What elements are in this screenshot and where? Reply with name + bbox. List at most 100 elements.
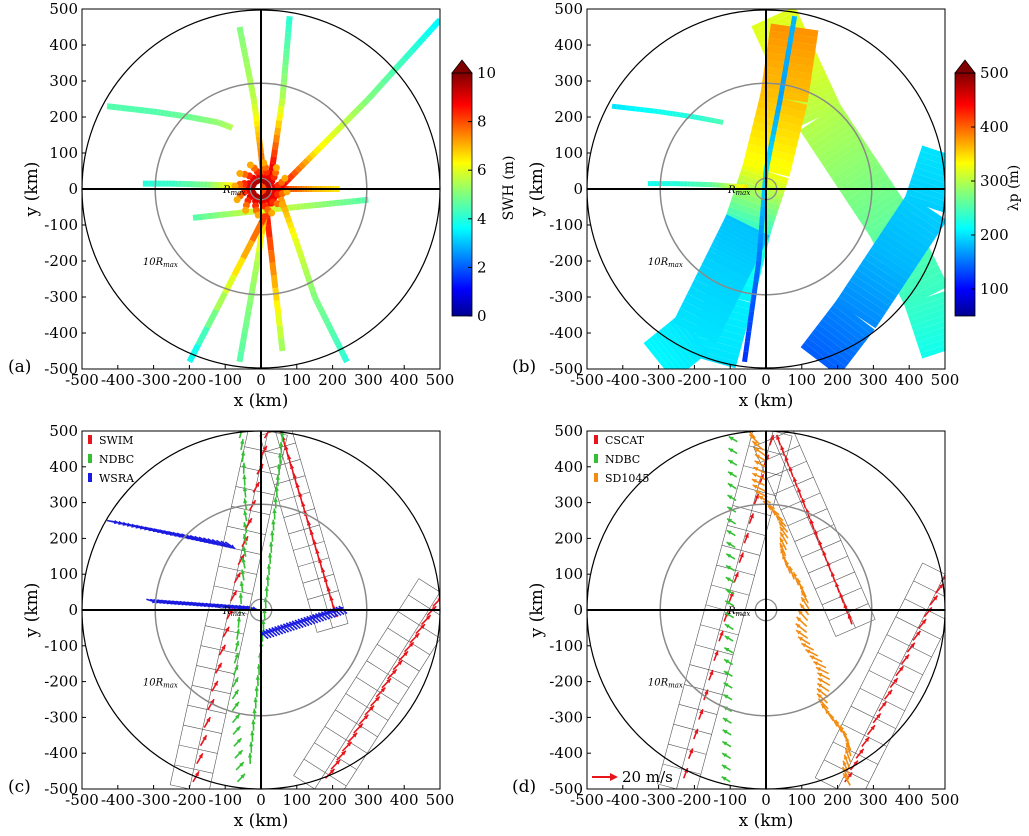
lambda-swath-segment [892, 209, 937, 242]
sd1045-arrow-head [798, 636, 804, 642]
y-tick-label: -100 [44, 216, 78, 234]
cscat-arrow-head [898, 666, 904, 672]
swh-track-segment [236, 26, 244, 35]
lambda-swath-segment [911, 315, 945, 332]
lambda-swath-segment [732, 190, 780, 211]
y-tick-label: -200 [44, 252, 78, 270]
swim-arrow-head [217, 662, 222, 668]
swh-track-segment [252, 109, 259, 116]
cscat-arrow-head [709, 670, 714, 676]
swh-track-segment [240, 331, 248, 343]
scale-arrow-label: 20 m/s [622, 768, 673, 786]
colorbar-tick-label: 300 [980, 172, 1009, 190]
lambda-swath-segment [915, 161, 945, 177]
ndbc-arrow-head [247, 752, 253, 758]
cscat-arrow-head [754, 493, 759, 499]
swh-track-segment [301, 158, 310, 166]
panel-a: Rmax10Rmax-500-500-400-400-300-300-200-2… [8, 0, 517, 411]
lambda-track-segment [752, 280, 759, 292]
lambda-track-segment [742, 351, 749, 363]
swh-track-segment [254, 125, 262, 132]
sd1045-arrow-head [785, 560, 790, 566]
lambda-swath-segment [687, 286, 734, 315]
x-tick-label: -300 [642, 791, 676, 809]
ndbc-arrow-head [276, 464, 282, 469]
cscat-arrow-head [870, 725, 875, 731]
cscat-arrow-head [915, 630, 921, 636]
lambda-swath-segment [661, 325, 696, 367]
sd1045-arrow-head [817, 683, 823, 688]
swh-track-segment [282, 57, 290, 67]
swh-track-segment [249, 222, 264, 243]
sd1045-arrow-head [780, 537, 784, 543]
swh-track-segment [338, 348, 346, 355]
lambda-swath-segment [918, 339, 945, 354]
cscat-arrow-head [739, 552, 744, 558]
lambda-swath-segment [710, 243, 756, 269]
lambda-track-segment [665, 110, 670, 116]
swh-track-segment [299, 258, 307, 266]
lambda-track-segment [630, 105, 636, 112]
sd1045-arrow-head [798, 610, 803, 616]
lambda-track-segment [757, 233, 764, 244]
lambda-swath-segment [898, 271, 945, 301]
swh-track-segment [243, 62, 252, 71]
lambda-swath-segment [668, 320, 703, 361]
swh-track-segment [203, 116, 208, 124]
swath-cell-line [293, 775, 316, 789]
wsra-arrow-head [318, 612, 324, 618]
lambda-track-segment [708, 117, 713, 123]
swh-track-segment [125, 105, 131, 112]
sd1045-arrow-head [779, 543, 784, 549]
x-tick-label: -200 [678, 791, 712, 809]
wsra-arrow-head [221, 542, 227, 547]
swh-track-segment [273, 134, 281, 143]
lambda-swath-segment [723, 217, 768, 243]
swh-track-segment [253, 120, 261, 127]
swh-track-segment [106, 103, 113, 110]
sd1045-arrow-head [776, 516, 781, 522]
lambda-swath-segment [806, 114, 851, 147]
swath-cell-line [657, 783, 678, 789]
swh-point [242, 206, 250, 214]
swh-track-segment [171, 111, 176, 118]
wsra-arrow-head [271, 627, 277, 633]
wsra-arrow-head [217, 541, 223, 546]
x-axis-label: x (km) [739, 391, 794, 411]
x-tick-label: 300 [354, 791, 383, 809]
wsra-arrow-head [289, 621, 295, 627]
y-axis-label: y (km) [22, 162, 42, 218]
x-tick-label: -400 [101, 791, 135, 809]
swh-track-segment [241, 320, 250, 333]
ndbc-arrow-head [234, 665, 239, 671]
lambda-swath-segment [683, 293, 731, 323]
lambda-swath-segment [792, 96, 839, 122]
cscat-arrow-head [910, 642, 915, 648]
sd1045-arrow-head [779, 526, 785, 532]
sd1045-arrow-head [801, 597, 806, 603]
swh-track-segment [301, 263, 309, 271]
y-tick-label: 500 [49, 422, 78, 440]
ndbc-arrow-head [728, 471, 734, 476]
swh-track-segment [229, 124, 234, 131]
lambda-track-segment [753, 270, 760, 282]
swh-track-segment [275, 312, 283, 327]
ndbc-arrow-head [242, 534, 248, 539]
swh-track-segment [342, 357, 350, 364]
y-tick-label: 400 [554, 458, 583, 476]
panel-c: Rmax10Rmax-500-500-400-400-300-300-200-2… [8, 422, 454, 831]
cscat-arrow-head [933, 595, 938, 601]
swim-arrow-head [346, 741, 352, 747]
lambda-swath-segment [878, 231, 923, 264]
lambda-swath-segment [818, 319, 861, 353]
swim-arrow-head [209, 699, 215, 705]
lambda-track-segment [693, 114, 698, 120]
x-tick-label: 0 [761, 371, 771, 389]
lambda-track-segment [683, 112, 688, 119]
y-tick-label: 0 [68, 180, 78, 198]
colorbar-tick-label: 200 [980, 226, 1009, 244]
swh-track-segment [278, 98, 286, 107]
swh-track-segment [335, 343, 343, 349]
y-tick-label: -500 [549, 360, 583, 378]
ndbc-arrow-head [728, 436, 734, 441]
